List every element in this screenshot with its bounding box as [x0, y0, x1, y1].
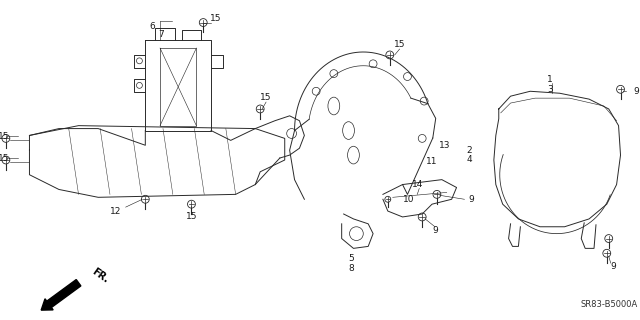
Text: 15: 15	[0, 154, 10, 163]
Text: 9: 9	[611, 261, 616, 270]
Text: 12: 12	[110, 206, 122, 216]
Text: 15: 15	[260, 93, 272, 102]
Text: 10: 10	[403, 195, 414, 204]
Text: 15: 15	[186, 212, 197, 221]
Text: SR83-B5000A: SR83-B5000A	[580, 300, 637, 309]
FancyArrow shape	[41, 280, 81, 310]
Text: 1: 1	[547, 75, 553, 84]
Text: 9: 9	[468, 195, 474, 204]
Text: 5: 5	[349, 254, 355, 263]
Text: 15: 15	[0, 132, 10, 141]
Text: 14: 14	[412, 180, 423, 189]
Text: 2: 2	[467, 146, 472, 155]
Text: FR.: FR.	[90, 267, 111, 285]
Text: 15: 15	[394, 40, 405, 49]
Text: 9: 9	[634, 87, 639, 96]
Text: 3: 3	[547, 85, 553, 94]
Text: 8: 8	[349, 263, 355, 273]
Text: 15: 15	[211, 14, 221, 23]
Text: 6: 6	[149, 22, 155, 31]
Text: 13: 13	[439, 141, 451, 150]
Text: 9: 9	[432, 226, 438, 235]
Text: 4: 4	[467, 156, 472, 164]
Text: 7: 7	[158, 30, 164, 39]
Text: 11: 11	[426, 157, 438, 166]
